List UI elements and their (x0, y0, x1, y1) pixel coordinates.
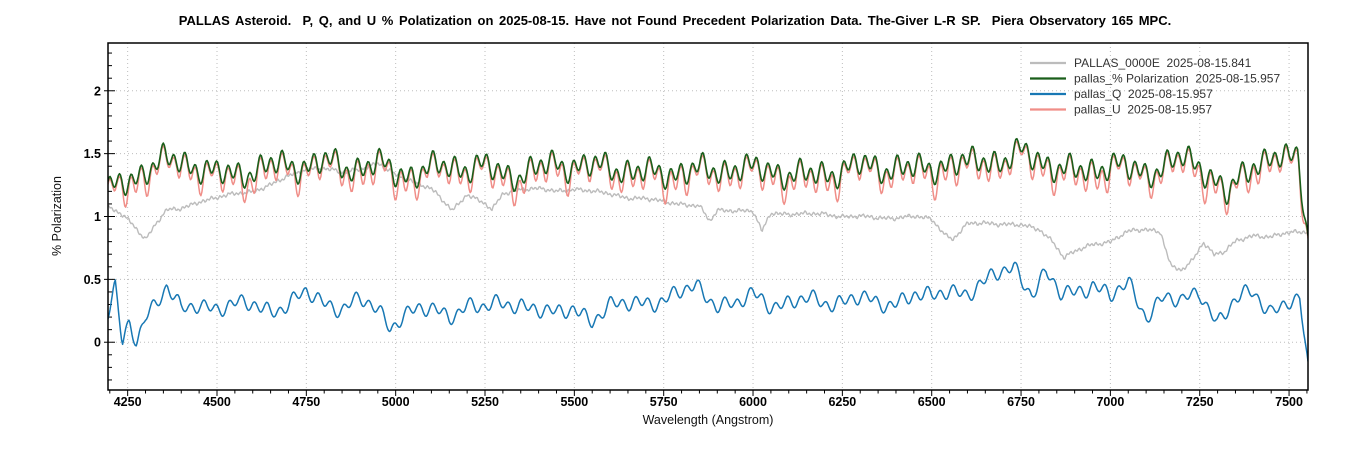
legend-label-pallas_P: pallas_% Polarization 2025-08-15.957 (1074, 72, 1280, 86)
x-tick-label: 4750 (292, 395, 320, 409)
x-axis-label: Wavelength (Angstrom) (642, 413, 774, 427)
x-tick-label: 6750 (1007, 395, 1035, 409)
x-tick-label: 4500 (203, 395, 231, 409)
y-tick-label: 0 (94, 336, 101, 350)
y-tick-labels: 0 0.5 1 1.5 2 (84, 84, 101, 349)
legend: PALLAS_0000E 2025-08-15.841 pallas_% Pola… (1030, 56, 1280, 117)
x-tick-label: 4250 (114, 395, 142, 409)
y-tick-label: 0.5 (84, 273, 101, 287)
series-pallas_U (108, 140, 1308, 239)
series-group (108, 137, 1308, 362)
x-tick-labels: 4250 4500 4750 5000 5250 5500 5750 6000 6250 6500… (114, 395, 1303, 409)
x-tick-label: 7000 (1096, 395, 1124, 409)
y-axis-label: % Polarization (50, 176, 64, 256)
legend-label-PALLAS_0000E: PALLAS_0000E 2025-08-15.841 (1074, 56, 1252, 70)
x-tick-label: 6500 (918, 395, 946, 409)
x-tick-label: 5750 (650, 395, 678, 409)
x-tick-label: 6250 (828, 395, 856, 409)
series-pallas_P (108, 137, 1308, 236)
x-tick-label: 7250 (1186, 395, 1214, 409)
legend-item-pallas_P: pallas_% Polarization 2025-08-15.957 (1030, 72, 1280, 86)
x-tick-label: 6000 (739, 395, 767, 409)
series-PALLAS_0000E (108, 162, 1308, 272)
x-tick-label: 5000 (382, 395, 410, 409)
series-pallas_Q (108, 261, 1308, 362)
legend-item-pallas_Q: pallas_Q 2025-08-15.957 (1030, 87, 1213, 101)
y-tick-label: 1.5 (84, 147, 101, 161)
plot-frame (107, 42, 1309, 391)
legend-item-PALLAS_0000E: PALLAS_0000E 2025-08-15.841 (1030, 56, 1252, 70)
x-tick-label: 5500 (560, 395, 588, 409)
x-tick-label: 7500 (1275, 395, 1303, 409)
chart-title: PALLAS Asteroid. P, Q, and U % Polatizat… (178, 13, 1172, 28)
legend-item-pallas_U: pallas_U 2025-08-15.957 (1030, 103, 1212, 117)
legend-label-pallas_U: pallas_U 2025-08-15.957 (1074, 103, 1212, 117)
x-tick-label: 5250 (471, 395, 499, 409)
legend-label-pallas_Q: pallas_Q 2025-08-15.957 (1074, 87, 1213, 101)
y-tick-label: 2 (94, 84, 101, 98)
grid (108, 43, 1308, 390)
y-tick-label: 1 (94, 210, 101, 224)
